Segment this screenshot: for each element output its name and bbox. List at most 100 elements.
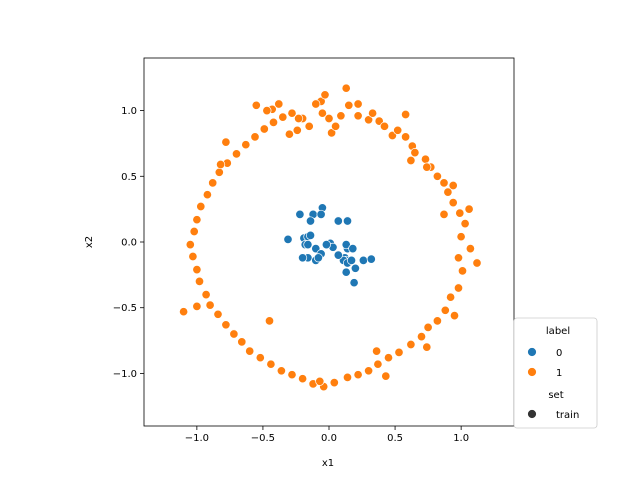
point-label-0-4 [305,216,316,226]
y-tick-label: −0.5 [113,303,137,314]
point-label-1-70 [192,265,202,275]
y-tick-label: −1.0 [113,369,137,380]
point-label-1-88 [216,159,226,170]
x-axis-ticks: −1.0 −0.5 0.0 0.5 1.0 [185,426,469,444]
point-label-1-15 [336,111,346,121]
point-label-1-57 [298,374,308,384]
point-label-1-34 [448,198,458,208]
point-label-1-6 [304,121,314,131]
point-label-1-16 [344,100,354,110]
point-label-0-32 [366,254,376,264]
point-label-0-3 [316,209,326,219]
point-label-0-5 [333,216,343,226]
point-label-1-60 [266,359,276,369]
point-label-1-67 [205,300,215,310]
point-label-1-11 [311,99,321,109]
legend-marker-1 [527,367,537,377]
point-label-1-42 [446,292,456,302]
point-label-0-30 [349,278,359,288]
point-label-1-17 [341,83,351,93]
point-label-1-104 [406,155,416,166]
point-label-1-31 [432,171,442,181]
point-label-1-14 [324,113,334,124]
point-label-1-10 [320,90,330,100]
point-label-0-29 [341,267,351,277]
point-label-1-37 [456,232,466,242]
legend-marker-train [527,409,537,419]
point-label-1-80 [231,149,242,159]
point-label-1-72 [185,240,195,250]
point-label-1-25 [393,125,403,135]
point-label-1-45 [423,322,433,332]
y-tick-label: 0.0 [121,238,137,249]
point-label-1-54 [329,378,339,388]
point-label-1-58 [287,370,297,380]
point-label-1-98 [372,346,382,356]
point-label-1-59 [276,366,286,376]
x-tick-label: 0.5 [387,433,403,444]
point-label-1-4 [287,108,297,118]
point-label-1-46 [416,332,427,342]
point-label-1-12 [317,108,327,118]
point-label-1-44 [432,316,442,326]
point-label-0-7 [283,234,293,244]
y-axis-label: x2 [84,236,95,248]
point-label-1-73 [189,226,199,237]
legend-box [513,317,598,429]
point-label-1-52 [353,370,363,380]
x-tick-label: −0.5 [251,433,275,444]
point-label-1-66 [213,309,223,319]
point-label-1-3 [262,106,272,116]
legend-style-title: set [548,390,563,401]
x-tick-label: 1.0 [453,433,469,444]
point-label-1-84 [268,117,279,127]
point-label-1-64 [229,329,239,339]
y-tick-label: 0.5 [121,172,137,183]
point-label-0-1 [295,209,305,219]
legend-label-train: train [556,410,579,421]
point-label-1-2 [274,99,284,109]
point-label-1-41 [453,283,464,293]
point-label-0-33 [346,255,357,265]
point-label-0-27 [313,253,323,263]
point-label-1-96 [464,204,474,214]
point-label-1-99 [264,316,275,326]
point-label-1-13 [327,128,337,138]
point-label-0-35 [321,240,331,250]
point-label-1-89 [221,137,231,147]
point-label-1-102 [294,113,304,124]
point-label-1-82 [250,132,260,142]
point-label-1-101 [381,371,391,381]
point-label-1-62 [245,346,255,356]
point-label-1-90 [401,109,411,120]
point-label-1-83 [259,124,269,134]
point-label-1-21 [368,108,378,118]
point-label-1-86 [179,307,189,317]
point-label-1-32 [439,178,449,188]
point-label-1-92 [439,209,449,219]
point-label-1-29 [420,154,431,164]
x-tick-label: −1.0 [185,433,209,444]
point-label-1-75 [196,201,206,212]
point-label-1-61 [255,353,265,363]
point-label-1-81 [241,140,251,150]
point-label-1-50 [373,359,383,369]
point-label-1-38 [465,244,475,254]
point-label-1-97 [449,311,460,321]
legend: label 0 1 set train [513,317,598,429]
y-axis-ticks: −1.0 −0.5 0.0 0.5 1.0 [113,106,144,380]
point-label-1-103 [331,121,341,131]
legend-hue-title: label [546,326,570,337]
point-label-0-16 [341,240,351,250]
point-label-1-87 [192,301,202,311]
point-label-1-78 [214,167,224,177]
point-label-1-26 [401,132,411,142]
point-label-0-10 [305,230,316,240]
point-label-0-6 [342,216,353,226]
point-label-1-40 [457,266,468,276]
point-label-1-35 [455,208,465,218]
point-label-1-18 [353,99,363,109]
x-axis-label: x1 [322,458,334,469]
point-label-1-48 [394,347,404,357]
point-label-1-33 [443,187,453,197]
